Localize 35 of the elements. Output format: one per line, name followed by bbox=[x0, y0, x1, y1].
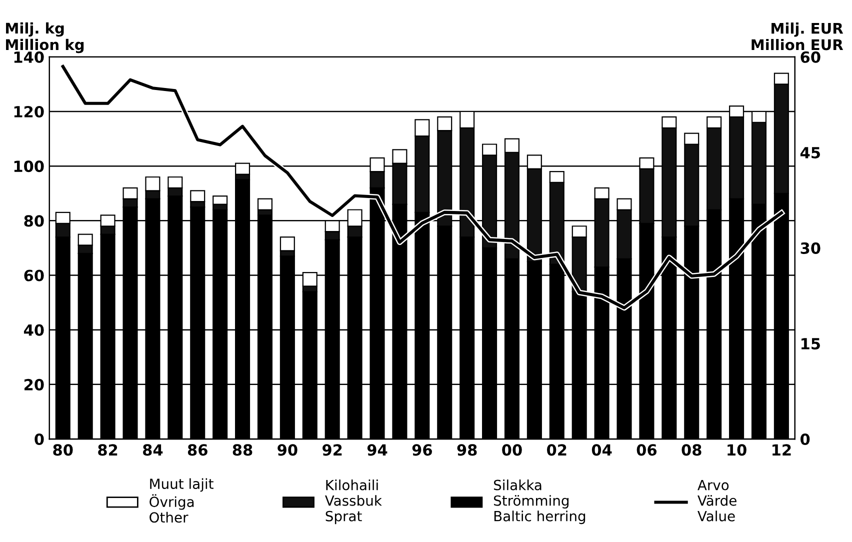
x-tick-label: 90 bbox=[278, 444, 298, 456]
y-tick-label: 0 bbox=[34, 433, 44, 446]
x-tick-label: 08 bbox=[682, 444, 702, 456]
y2-tick-label: 60 bbox=[800, 51, 820, 63]
x-tick-label: 98 bbox=[457, 444, 477, 456]
y-tick-label: 140 bbox=[14, 51, 44, 63]
y2-tick-label: 45 bbox=[800, 147, 820, 158]
x-tick-label: 92 bbox=[322, 444, 342, 456]
x-tick-label: 10 bbox=[728, 444, 746, 456]
y-tick-label: 40 bbox=[24, 324, 44, 336]
y-tick-label: 80 bbox=[24, 215, 44, 227]
x-tick-label: 94 bbox=[367, 444, 388, 456]
x-tick-label: 02 bbox=[546, 444, 566, 456]
y2-tick-label: 15 bbox=[802, 338, 820, 350]
y2-tick-label: 0 bbox=[800, 433, 810, 446]
y-tick-label: 20 bbox=[24, 378, 44, 390]
y-tick-label: 120 bbox=[14, 106, 44, 118]
legend-label: Silakka Strömming Baltic herring bbox=[494, 480, 586, 524]
y-tick-label: 100 bbox=[14, 160, 44, 172]
x-tick-label: 12 bbox=[772, 444, 791, 456]
x-tick-label: 06 bbox=[636, 444, 657, 456]
legend-label: Kilohaili Vassbuk Sprat bbox=[324, 480, 382, 524]
x-tick-label: 96 bbox=[412, 444, 432, 456]
x-tick-label: 86 bbox=[188, 444, 208, 456]
y-tick-label: 60 bbox=[24, 270, 44, 282]
legend-label: Muut lajit Övriga Other bbox=[150, 478, 214, 523]
x-tick-label: 00 bbox=[502, 444, 522, 456]
y2-axis-title: Milj. EUR Million EUR bbox=[752, 22, 844, 50]
x-tick-label: 84 bbox=[143, 444, 163, 456]
legend-label: Arvo Värde Value bbox=[698, 480, 736, 522]
y2-tick-label: 30 bbox=[800, 242, 820, 254]
x-tick-label: 80 bbox=[53, 444, 73, 456]
x-tick-label: 04 bbox=[592, 444, 612, 456]
x-tick-label: 82 bbox=[98, 444, 118, 456]
x-tick-label: 88 bbox=[232, 444, 252, 456]
